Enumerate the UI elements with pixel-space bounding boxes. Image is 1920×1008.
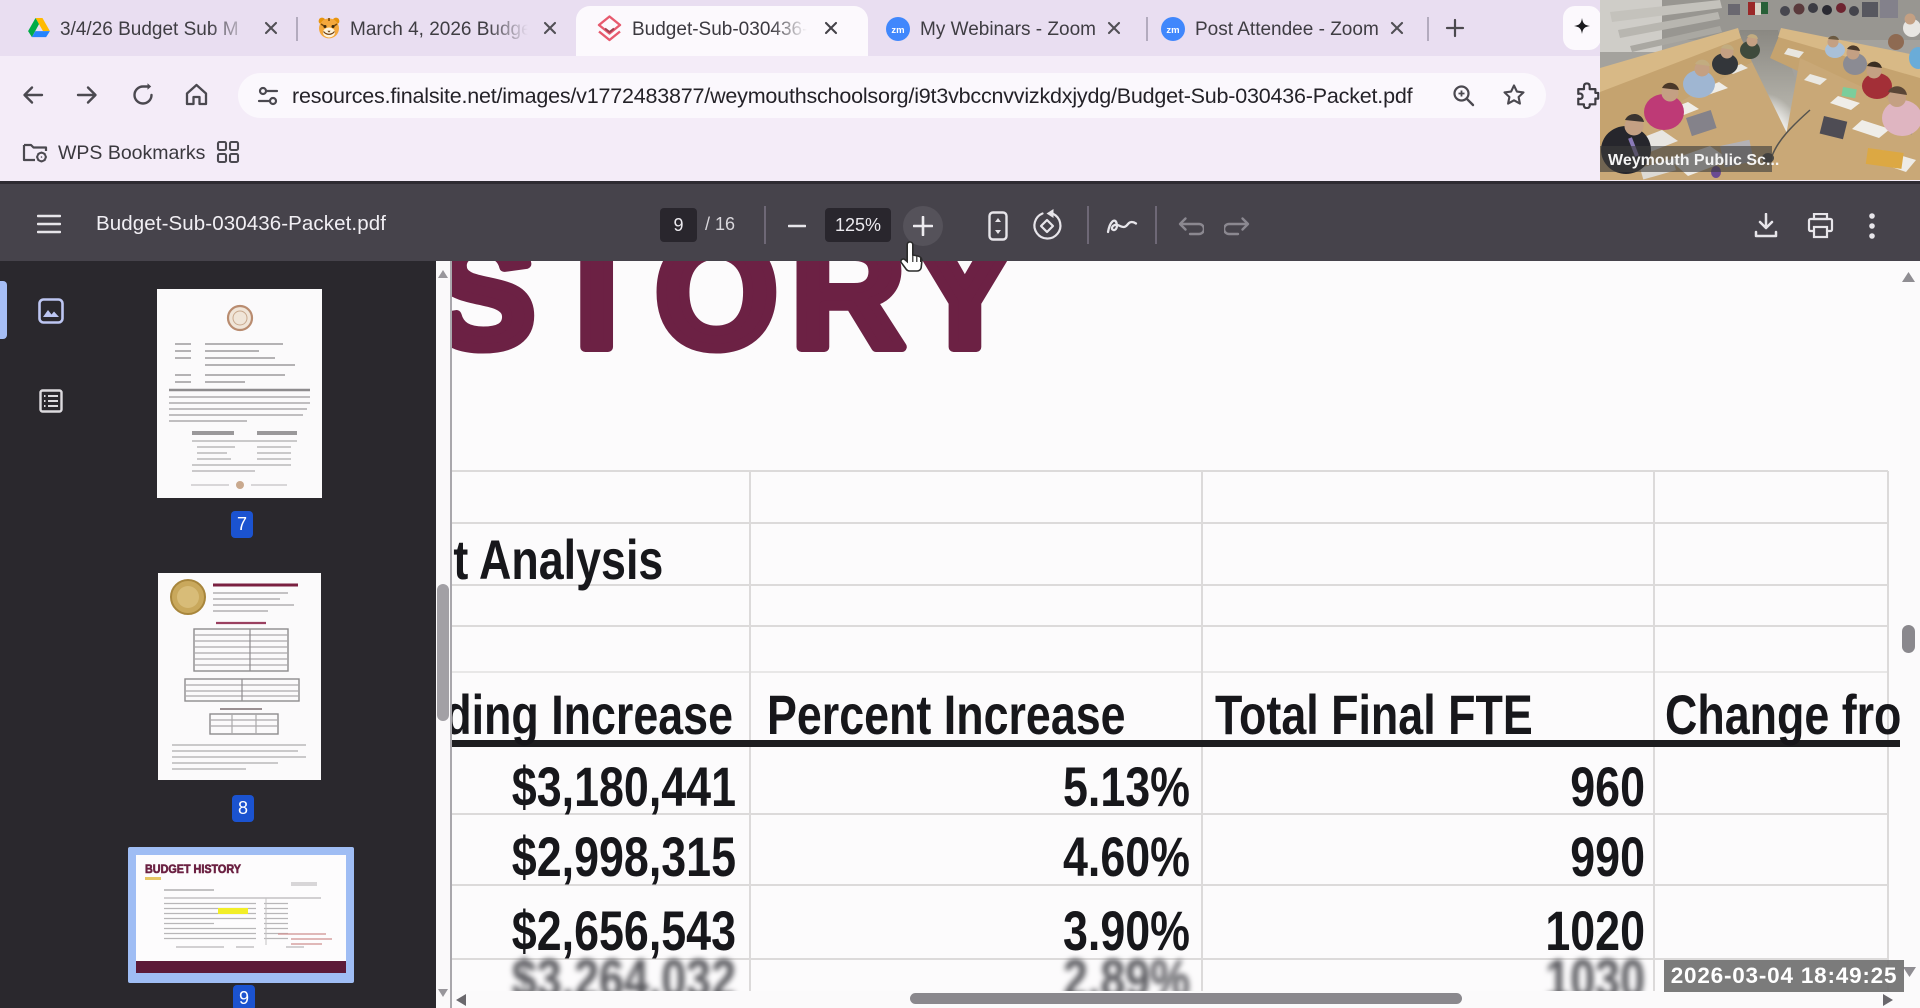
- svg-text:5.13%: 5.13%: [1063, 755, 1190, 818]
- svg-text:Funding Increase: Funding Increase: [452, 683, 733, 746]
- svg-text:Weymouth Public Sc...: Weymouth Public Sc...: [1608, 152, 1779, 169]
- svg-text:zm: zm: [1166, 25, 1179, 36]
- svg-text:Budget Analysis: Budget Analysis: [452, 528, 663, 591]
- svg-text:$2,998,315: $2,998,315: [512, 825, 736, 888]
- svg-text:STORY: STORY: [452, 261, 1031, 381]
- svg-text:3.90%: 3.90%: [1063, 899, 1190, 962]
- svg-text:zm: zm: [891, 25, 904, 36]
- svg-text:Percent Increase: Percent Increase: [767, 683, 1126, 746]
- svg-text:Total Final FTE: Total Final FTE: [1215, 683, 1533, 746]
- svg-text:$3,180,441: $3,180,441: [512, 755, 736, 818]
- svg-text:990: 990: [1570, 825, 1645, 888]
- svg-text:960: 960: [1570, 755, 1645, 818]
- svg-text:$2,656,543: $2,656,543: [512, 899, 736, 962]
- svg-text:BUDGET HISTORY: BUDGET HISTORY: [145, 864, 241, 877]
- svg-text:1020: 1020: [1545, 899, 1645, 962]
- svg-text:4.60%: 4.60%: [1063, 825, 1190, 888]
- svg-text:Change from FY25: Change from FY25: [1665, 683, 1920, 746]
